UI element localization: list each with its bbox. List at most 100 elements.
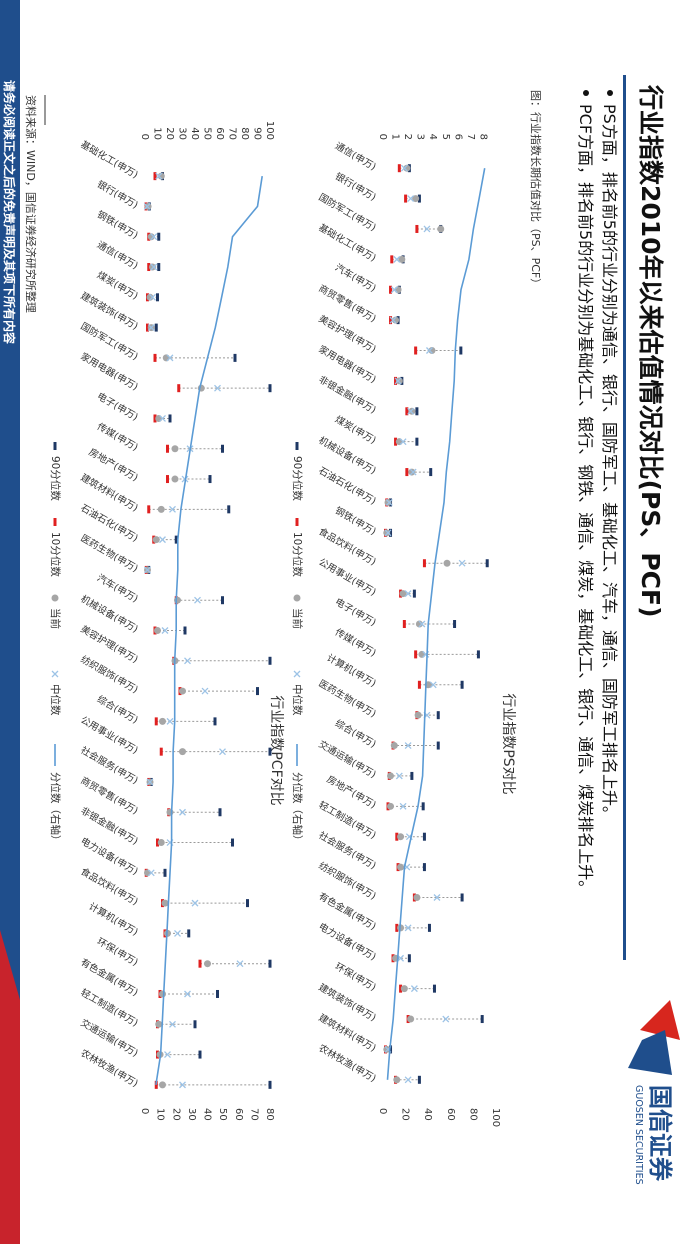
current-marker [146, 293, 154, 301]
median-marker [409, 468, 417, 476]
median-marker [394, 377, 402, 385]
p10-marker [147, 263, 151, 272]
category-group [397, 164, 411, 173]
p90-marker [163, 868, 167, 877]
legend-item: 中位数 [291, 670, 304, 716]
current-marker [428, 347, 436, 355]
y2-tick-label: 50 [217, 1108, 228, 1121]
category-group [399, 589, 416, 598]
median-marker [184, 657, 191, 665]
current-marker [179, 687, 186, 695]
median-marker [155, 172, 163, 180]
p90-marker [193, 1020, 197, 1029]
p10-marker [166, 475, 169, 484]
current-marker [414, 711, 422, 719]
logo-subtext: GUOSEN SECURITIES [633, 1085, 644, 1185]
current-marker [174, 596, 181, 604]
p10-marker [402, 620, 406, 628]
current-marker [443, 559, 451, 567]
p10-marker [417, 680, 421, 689]
p90-marker [268, 384, 272, 393]
y-tick-label: 80 [239, 127, 250, 140]
p90-marker [485, 559, 489, 568]
current-marker [144, 869, 151, 877]
y2-tick-label: 30 [186, 1108, 197, 1121]
p10-marker [156, 838, 159, 847]
median-marker [390, 286, 398, 294]
legend-item: 分位数（右轴） [291, 744, 304, 846]
footer-accent [0, 930, 20, 1244]
current-marker [157, 505, 165, 513]
legend-label: 90分位数 [291, 456, 304, 501]
chart-title: 行业指数PS对比 [500, 693, 516, 794]
page-title: 行业指数2010年以来估值情况对比(PS、PCF) [636, 84, 665, 618]
median-marker [400, 164, 408, 172]
chart-title: 行业指数PCF对比 [268, 695, 284, 805]
median-marker [425, 347, 433, 354]
p10-marker [405, 468, 409, 477]
current-marker [395, 377, 403, 385]
percentile-line [386, 168, 486, 1080]
current-marker [204, 960, 211, 968]
category-group [146, 777, 154, 786]
category-group [384, 498, 393, 507]
median-marker [393, 255, 401, 263]
current-marker [437, 225, 445, 233]
category-group [152, 535, 178, 544]
current-marker [154, 627, 161, 634]
p90-marker [233, 353, 237, 362]
y2-tick-label: 80 [264, 1108, 275, 1121]
p10-marker [399, 984, 403, 993]
category-group [178, 687, 259, 696]
current-marker [412, 195, 420, 203]
p10-marker [198, 959, 202, 968]
p90-marker [256, 687, 259, 696]
legend-label: 中位数 [49, 684, 62, 716]
current-marker [161, 899, 169, 907]
p10-marker [394, 437, 398, 446]
category-group [395, 923, 431, 932]
footer-bar [0, 0, 20, 1244]
category-group [146, 293, 159, 302]
median-marker [423, 225, 431, 233]
p90-marker [218, 808, 222, 817]
median-marker [143, 202, 151, 210]
p90-marker [268, 747, 272, 756]
p90-marker [460, 680, 464, 689]
median-marker [159, 415, 166, 422]
p90-marker [246, 899, 249, 908]
logo: 国信证券 GUOSEN SECURITIES [628, 1000, 680, 1185]
legend-icon [293, 594, 301, 602]
category-group [161, 899, 249, 908]
legend-item: 当前 [49, 594, 62, 629]
p10-marker [395, 923, 399, 932]
legend-icon [295, 518, 299, 526]
category-group [147, 505, 231, 514]
p90-marker [268, 1080, 272, 1089]
current-marker [397, 833, 405, 841]
median-marker [404, 742, 412, 750]
category-group [144, 868, 167, 877]
median-marker [166, 354, 174, 362]
y-tick-label: 30 [177, 127, 188, 140]
current-marker [387, 802, 395, 810]
y-tick-label: 90 [252, 127, 263, 140]
category-group [143, 202, 152, 211]
y-tick-label: 70 [227, 127, 238, 140]
y-tick-label: 10 [152, 127, 163, 140]
y2-tick-label: 20 [400, 1108, 411, 1121]
y-tick-label: 3 [415, 134, 426, 140]
legend-item: 10分位数 [49, 518, 62, 577]
bullet-dot [583, 90, 589, 96]
median-marker [191, 899, 199, 907]
p90-marker [231, 838, 234, 847]
current-marker [390, 742, 398, 750]
current-marker [397, 863, 405, 871]
legend-item: 90分位数 [291, 442, 304, 501]
current-marker [171, 475, 179, 483]
category-group [155, 1020, 197, 1029]
y-tick-label: 5 [440, 134, 451, 140]
current-marker [399, 590, 407, 598]
category-group [389, 285, 402, 294]
legend-icon [51, 670, 59, 678]
